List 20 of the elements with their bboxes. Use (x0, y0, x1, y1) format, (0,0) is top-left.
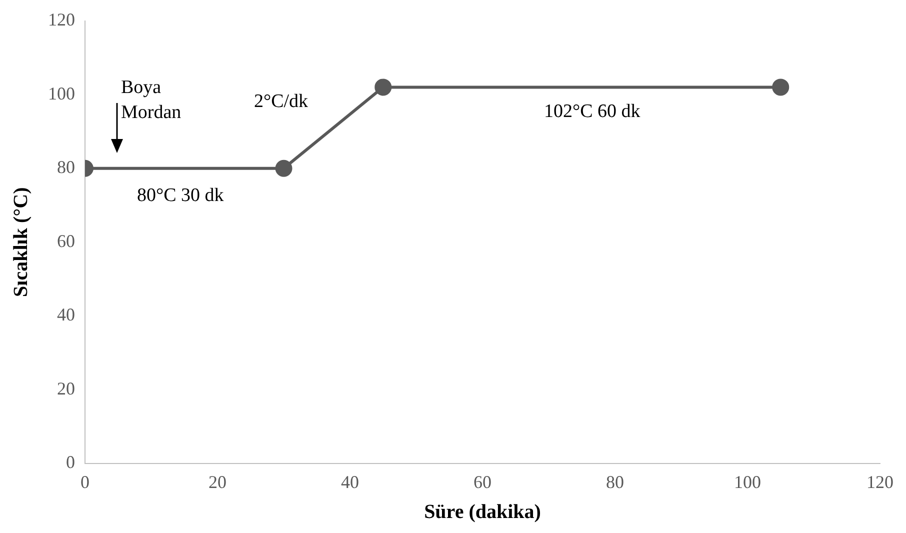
x-tick-label: 120 (866, 472, 894, 492)
x-tick-label: 60 (474, 472, 492, 492)
y-tick-label: 0 (66, 452, 75, 472)
x-tick-label: 40 (341, 472, 359, 492)
annotation: 2°C/dk (254, 90, 309, 112)
y-tick-label: 40 (57, 304, 75, 325)
x-tick-label: 80 (606, 472, 624, 492)
y-tick-label: 20 (57, 378, 75, 398)
annotation: 102°C 60 dk (544, 100, 641, 122)
y-tick-label: 120 (48, 10, 75, 30)
y-tick-label: 100 (48, 83, 75, 104)
x-tick-label: 100 (734, 472, 761, 492)
annotation: Boya Mordan (121, 76, 182, 123)
x-tick-label: 0 (80, 472, 90, 492)
y-axis-title: Sıcaklık (°C) (10, 187, 32, 297)
y-tick-label: 60 (57, 230, 75, 251)
x-axis-title: Süre (dakika) (424, 501, 541, 524)
annotation: 80°C 30 dk (137, 184, 224, 206)
y-tick-label: 80 (57, 157, 75, 178)
x-tick-label: 20 (208, 472, 226, 492)
